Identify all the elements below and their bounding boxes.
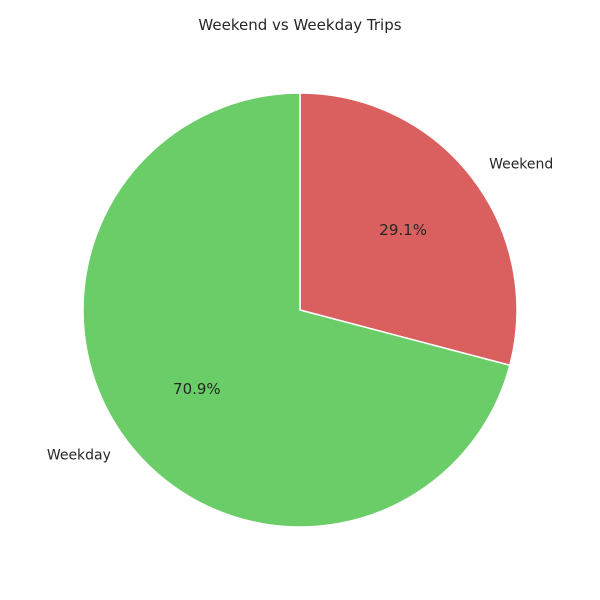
slice-percent-weekend: 29.1%: [379, 221, 427, 239]
chart-title: Weekend vs Weekday Trips: [198, 16, 401, 34]
pie-slices: [82, 92, 518, 528]
slice-percent-weekday: 70.9%: [173, 380, 221, 398]
pie-slice-weekday: [82, 92, 511, 528]
slice-label-weekend: Weekend: [489, 156, 553, 172]
slice-label-weekday: Weekday: [47, 448, 111, 464]
pie-slice-weekend: [299, 92, 518, 367]
pie-labels: Weekend 29.1% Weekday 70.9%: [47, 156, 553, 463]
